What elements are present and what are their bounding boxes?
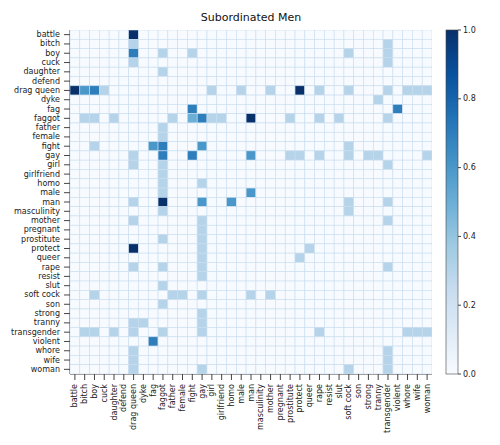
svg-text:male: male [237, 384, 246, 404]
svg-text:female: female [32, 132, 60, 141]
svg-text:slut: slut [335, 384, 344, 399]
svg-text:wife: wife [413, 384, 422, 401]
svg-text:faggot: faggot [158, 384, 167, 410]
svg-text:pregnant: pregnant [24, 225, 60, 234]
svg-text:father: father [168, 383, 177, 408]
svg-text:girl: girl [207, 384, 216, 397]
svg-text:transgender: transgender [11, 328, 61, 337]
svg-text:masculinity: masculinity [14, 207, 60, 216]
svg-text:girlfriend: girlfriend [24, 170, 60, 179]
svg-text:strong: strong [35, 309, 60, 318]
svg-text:homo: homo [37, 179, 60, 188]
svg-text:0.8: 0.8 [463, 94, 476, 103]
svg-text:tranny: tranny [374, 384, 383, 410]
svg-text:tranny: tranny [34, 318, 60, 327]
svg-text:fag: fag [47, 105, 60, 114]
svg-text:daughter: daughter [110, 383, 119, 420]
svg-text:whore: whore [35, 346, 60, 355]
svg-text:0.2: 0.2 [463, 301, 476, 310]
svg-text:daughter: daughter [23, 67, 60, 76]
svg-text:soft cock: soft cock [344, 384, 353, 420]
svg-text:protect: protect [31, 244, 60, 253]
svg-text:0.6: 0.6 [463, 163, 476, 172]
svg-text:masculinity: masculinity [256, 384, 265, 430]
svg-text:fight: fight [188, 384, 197, 402]
svg-text:homo: homo [227, 384, 236, 407]
svg-text:defend: defend [32, 77, 60, 86]
svg-text:female: female [178, 384, 187, 412]
svg-text:rape: rape [315, 384, 324, 402]
svg-text:boy: boy [90, 384, 99, 399]
svg-text:queer: queer [305, 383, 314, 407]
svg-text:mother: mother [266, 383, 275, 413]
svg-text:battle: battle [37, 30, 60, 39]
svg-text:gay: gay [198, 384, 207, 399]
svg-text:pregnant: pregnant [276, 384, 285, 420]
svg-text:prostitute: prostitute [286, 384, 295, 423]
svg-text:protect: protect [295, 384, 304, 413]
svg-text:violent: violent [393, 384, 402, 411]
svg-text:girl: girl [47, 160, 60, 169]
svg-text:man: man [42, 198, 60, 207]
svg-text:son: son [46, 300, 60, 309]
svg-text:fight: fight [42, 142, 60, 151]
svg-text:slut: slut [45, 281, 60, 290]
svg-text:mother: mother [31, 216, 61, 225]
svg-text:resist: resist [38, 272, 60, 281]
svg-text:man: man [247, 384, 256, 402]
svg-text:rape: rape [42, 263, 60, 272]
svg-text:fag: fag [149, 384, 158, 397]
svg-text:wife: wife [43, 356, 60, 365]
svg-text:faggot: faggot [34, 114, 60, 123]
svg-text:son: son [354, 384, 363, 398]
svg-text:dyke: dyke [139, 384, 148, 403]
svg-text:1.0: 1.0 [463, 26, 476, 35]
svg-text:father: father [36, 123, 61, 132]
svg-text:soft cock: soft cock [24, 290, 60, 299]
svg-text:drag queen: drag queen [14, 86, 60, 95]
svg-text:queer: queer [37, 253, 61, 262]
svg-text:dyke: dyke [41, 95, 60, 104]
svg-text:woman: woman [423, 384, 432, 413]
svg-text:prostitute: prostitute [21, 235, 60, 244]
svg-text:resist: resist [325, 384, 334, 406]
svg-text:battle: battle [70, 384, 79, 407]
svg-text:woman: woman [31, 365, 60, 374]
svg-text:violent: violent [33, 337, 60, 346]
svg-text:girlfriend: girlfriend [217, 384, 226, 420]
svg-text:0.4: 0.4 [463, 232, 476, 241]
svg-text:drag queen: drag queen [129, 384, 138, 430]
html-text:Subordinated Men: Subordinated Men [200, 11, 302, 24]
svg-text:cuck: cuck [100, 384, 109, 403]
svg-text:strong: strong [364, 384, 373, 409]
svg-text:boy: boy [45, 49, 60, 58]
svg-text:cuck: cuck [42, 58, 61, 67]
svg-text:transgender: transgender [383, 383, 392, 433]
svg-text:male: male [40, 188, 60, 197]
svg-text:0.0: 0.0 [463, 370, 476, 379]
svg-text:whore: whore [403, 384, 412, 409]
svg-text:bitch: bitch [80, 384, 89, 404]
svg-text:bitch: bitch [40, 39, 60, 48]
svg-text:gay: gay [45, 151, 60, 160]
svg-text:defend: defend [119, 384, 128, 412]
